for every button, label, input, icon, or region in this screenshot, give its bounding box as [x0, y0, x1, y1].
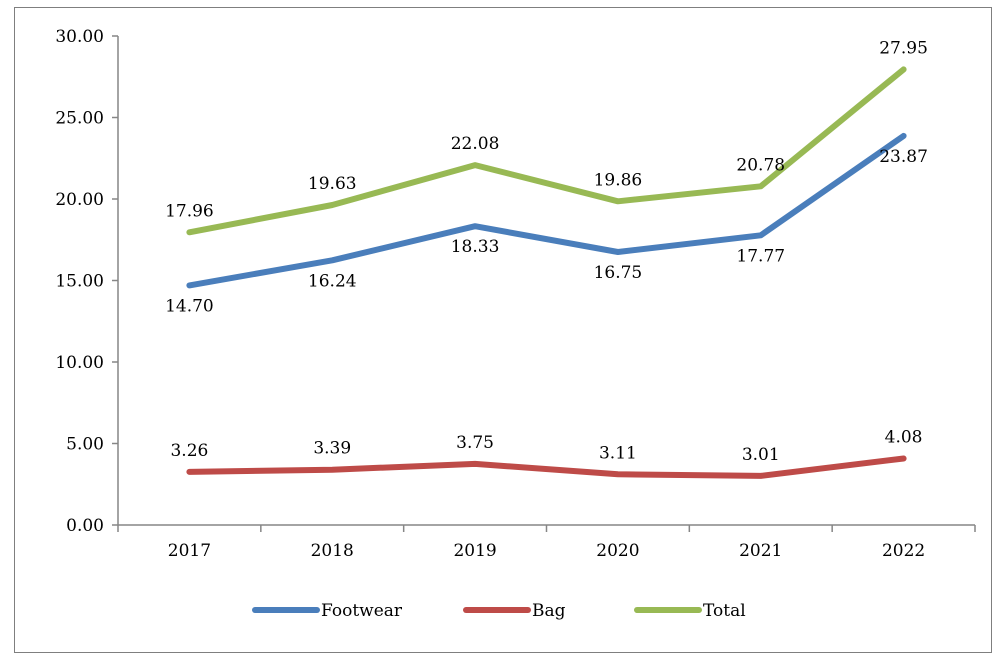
y-tick-label: 10.00: [55, 353, 104, 373]
y-tick-label: 25.00: [55, 109, 104, 129]
data-label-footwear: 16.75: [594, 263, 643, 283]
x-tick-label: 2019: [453, 541, 496, 561]
x-tick-label: 2017: [168, 541, 211, 561]
series-line-total: [186, 66, 907, 236]
data-label-total: 19.63: [308, 174, 357, 194]
data-label-footwear: 18.33: [451, 237, 500, 257]
data-label-total: 19.86: [594, 170, 643, 190]
data-label-total: 17.96: [165, 201, 214, 221]
y-tick-label: 30.00: [55, 27, 104, 47]
data-label-footwear: 17.77: [736, 246, 785, 266]
data-label-total: 27.95: [879, 38, 928, 58]
y-tick-label: 20.00: [55, 190, 104, 210]
x-tick-label: 2018: [311, 541, 354, 561]
y-tick-label: 0.00: [66, 516, 104, 536]
data-label-footwear: 14.70: [165, 296, 214, 316]
series-line-footwear: [186, 132, 907, 289]
y-tick-label: 15.00: [55, 272, 104, 292]
data-label-footwear: 23.87: [879, 147, 928, 167]
data-label-total: 22.08: [451, 134, 500, 154]
x-tick-label: 2022: [882, 541, 925, 561]
data-label-bag: 3.01: [742, 445, 780, 465]
y-tick-label: 5.00: [66, 435, 104, 455]
data-label-bag: 3.75: [456, 433, 494, 453]
x-tick-label: 2021: [739, 541, 782, 561]
data-label-bag: 3.26: [170, 441, 208, 461]
data-label-bag: 3.39: [313, 439, 351, 459]
legend-label-bag: Bag: [532, 601, 566, 621]
legend-label-footwear: Footwear: [321, 601, 403, 621]
legend-label-total: Total: [703, 601, 746, 621]
series-line-bag: [186, 455, 907, 479]
data-label-bag: 3.11: [599, 443, 637, 463]
x-tick-label: 2020: [596, 541, 639, 561]
data-label-total: 20.78: [736, 155, 785, 175]
data-label-bag: 4.08: [885, 427, 923, 447]
data-label-footwear: 16.24: [308, 271, 357, 291]
chart-frame: [14, 7, 992, 653]
